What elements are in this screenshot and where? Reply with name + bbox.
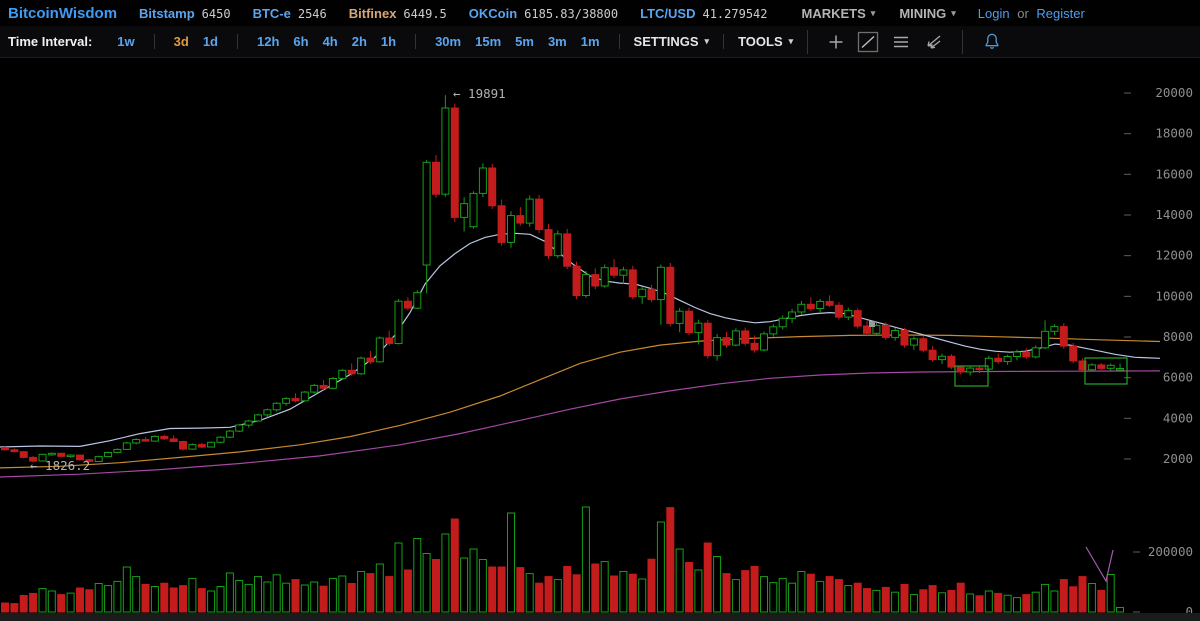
svg-text:10000: 10000 bbox=[1155, 288, 1193, 303]
time-interval-label: Time Interval: bbox=[8, 34, 93, 49]
svg-text:2000: 2000 bbox=[1163, 451, 1193, 466]
mining-menu[interactable]: MINING ▾ bbox=[899, 5, 956, 21]
ticker-btce[interactable]: BTC-e 2546 bbox=[253, 6, 327, 21]
ticker-label[interactable]: BTC-e bbox=[252, 5, 291, 21]
ticker-label[interactable]: LTC/USD bbox=[640, 5, 696, 21]
drawn-overlay-line bbox=[1085, 546, 1114, 583]
ma-long bbox=[0, 370, 1161, 478]
trendline-tool-icon[interactable] bbox=[857, 31, 879, 53]
ticker-label[interactable]: Bitfinex bbox=[348, 5, 397, 21]
ticker-price: 6185.83/38800 bbox=[524, 6, 619, 21]
svg-text:16000: 16000 bbox=[1155, 166, 1193, 181]
interval-4h[interactable]: 4h bbox=[322, 34, 338, 49]
interval-group-minute: 30m 15m 5m 3m 1m bbox=[415, 34, 618, 49]
ticker-price: 6450 bbox=[201, 6, 231, 21]
auth-links: Login or Register bbox=[978, 6, 1085, 21]
markets-menu[interactable]: MARKETS ▾ bbox=[801, 5, 876, 21]
horizontal-lines-icon[interactable] bbox=[891, 32, 911, 52]
svg-text:14000: 14000 bbox=[1155, 207, 1193, 222]
price-annotation: ← 19891 bbox=[453, 86, 506, 101]
chart-marker bbox=[869, 321, 875, 327]
chevron-down-icon: ▾ bbox=[704, 36, 710, 46]
ticker-price: 41.279542 bbox=[702, 6, 768, 21]
interval-1d[interactable]: 1d bbox=[202, 34, 218, 49]
login-link[interactable]: Login bbox=[977, 5, 1010, 21]
drawing-tools bbox=[807, 29, 962, 54]
crosshair-plus-icon[interactable] bbox=[827, 33, 845, 51]
svg-text:20000: 20000 bbox=[1155, 85, 1193, 100]
chart-toolbar: Time Interval: 1w 3d 1d 12h 6h 4h 2h 1h … bbox=[0, 26, 1200, 58]
pattern-box-annotation bbox=[954, 365, 989, 387]
interval-group-day: 3d 1d bbox=[153, 34, 237, 49]
ticker-price: 6449.5 bbox=[403, 6, 447, 21]
svg-text:200000: 200000 bbox=[1148, 544, 1193, 559]
interval-1h[interactable]: 1h bbox=[380, 34, 397, 49]
ma-short bbox=[0, 232, 1161, 448]
angle-lines-icon[interactable] bbox=[923, 32, 943, 52]
or-text: or bbox=[1017, 5, 1029, 21]
time-axis-strip[interactable] bbox=[0, 613, 1200, 621]
svg-text:8000: 8000 bbox=[1163, 329, 1193, 344]
interval-3m[interactable]: 3m bbox=[547, 34, 567, 49]
interval-15m[interactable]: 15m bbox=[475, 34, 502, 49]
svg-text:6000: 6000 bbox=[1163, 370, 1193, 385]
ticker-label[interactable]: Bitstamp bbox=[139, 5, 195, 21]
interval-1w[interactable]: 1w bbox=[117, 34, 135, 49]
chevron-down-icon: ▾ bbox=[951, 7, 956, 18]
register-link[interactable]: Register bbox=[1036, 5, 1085, 21]
svg-text:4000: 4000 bbox=[1163, 410, 1193, 425]
pattern-box-annotation bbox=[1084, 357, 1128, 385]
settings-menu[interactable]: SETTINGS ▾ bbox=[618, 34, 724, 49]
svg-text:12000: 12000 bbox=[1155, 248, 1193, 263]
top-bar: BitcoinWisdom Bitstamp 6450 BTC-e 2546 B… bbox=[0, 0, 1200, 26]
chart-area: 20000 18000 16000 14000 12000 10000 8000 6000 40… bbox=[0, 58, 1200, 621]
interval-3d[interactable]: 3d bbox=[173, 34, 189, 49]
svg-text:0: 0 bbox=[1185, 604, 1193, 619]
ticker-bitfinex[interactable]: Bitfinex 6449.5 bbox=[349, 6, 447, 21]
interval-30m[interactable]: 30m bbox=[435, 34, 462, 49]
tools-menu[interactable]: TOOLS ▾ bbox=[723, 34, 807, 49]
ma-mid bbox=[0, 334, 1161, 469]
interval-12h[interactable]: 12h bbox=[256, 34, 280, 49]
interval-5m[interactable]: 5m bbox=[515, 34, 534, 49]
ticker-okcoin[interactable]: OKCoin 6185.83/38800 bbox=[469, 6, 618, 21]
price-annotation: ← 1826.2 bbox=[30, 458, 90, 473]
alert-tools bbox=[962, 29, 1021, 54]
svg-text:18000: 18000 bbox=[1155, 126, 1193, 141]
interval-group-week: 1w bbox=[98, 34, 153, 49]
interval-2h[interactable]: 2h bbox=[351, 34, 367, 49]
chart-svg[interactable]: 2000018000160001400012000100008000600040… bbox=[0, 58, 1200, 621]
bell-icon[interactable] bbox=[982, 32, 1002, 52]
chevron-down-icon: ▾ bbox=[870, 7, 876, 18]
brand-logo[interactable]: BitcoinWisdom bbox=[8, 4, 118, 22]
ticker-price: 2546 bbox=[297, 6, 327, 21]
ticker-label[interactable]: OKCoin bbox=[468, 5, 518, 21]
ticker-ltcusd[interactable]: LTC/USD 41.279542 bbox=[640, 6, 767, 21]
ticker-bitstamp[interactable]: Bitstamp 6450 bbox=[139, 6, 231, 21]
interval-6h[interactable]: 6h bbox=[293, 34, 309, 49]
interval-1m[interactable]: 1m bbox=[580, 34, 600, 49]
interval-group-hour: 12h 6h 4h 2h 1h bbox=[236, 34, 415, 49]
chevron-down-icon: ▾ bbox=[788, 36, 794, 46]
